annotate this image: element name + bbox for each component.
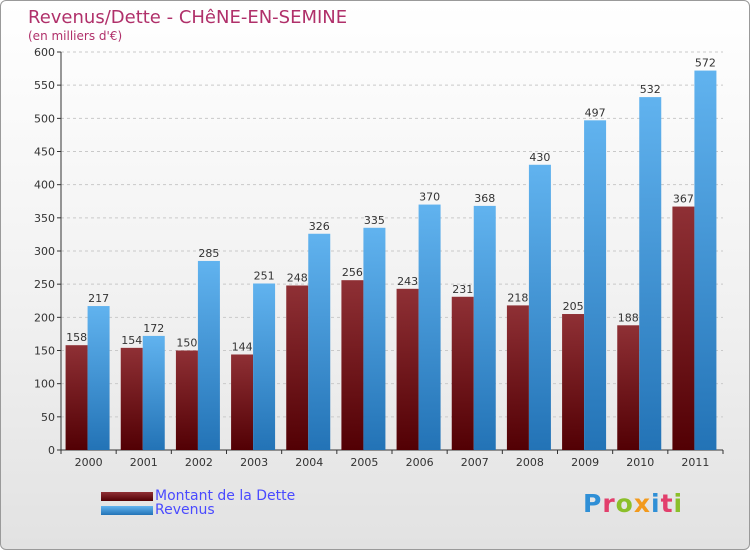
data-label: 367 <box>673 193 694 206</box>
x-tick-label: 2006 <box>406 456 434 469</box>
data-label: 243 <box>397 275 418 288</box>
x-tick-label: 2002 <box>185 456 213 469</box>
y-tick-label: 550 <box>34 79 55 92</box>
data-label: 497 <box>585 106 606 119</box>
y-tick-label: 100 <box>34 378 55 391</box>
data-label: 256 <box>342 266 363 279</box>
bar-debt <box>562 314 585 450</box>
x-tick-label: 2008 <box>516 456 544 469</box>
y-tick-label: 400 <box>34 179 55 192</box>
data-label: 231 <box>452 283 473 296</box>
y-tick-label: 350 <box>34 212 55 225</box>
data-label: 205 <box>563 300 584 313</box>
x-tick-label: 2010 <box>626 456 654 469</box>
data-label: 572 <box>695 57 716 70</box>
x-tick-label: 2005 <box>350 456 378 469</box>
bar-debt <box>617 325 640 450</box>
data-label: 335 <box>364 214 385 227</box>
bar-revenue <box>142 335 165 450</box>
legend-item-debt: Montant de la Dette <box>101 488 296 504</box>
bar-debt <box>231 354 254 450</box>
data-label: 368 <box>474 192 495 205</box>
bar-debt <box>65 345 88 450</box>
logo-letter: x <box>633 489 651 518</box>
bar-debt <box>286 285 309 450</box>
data-label: 172 <box>143 322 164 335</box>
x-tick-label: 2001 <box>130 456 158 469</box>
y-tick-label: 150 <box>34 345 55 358</box>
data-label: 217 <box>88 292 109 305</box>
legend-label-revenue: Revenus <box>155 502 215 518</box>
y-tick-label: 500 <box>34 112 55 125</box>
data-label: 326 <box>309 220 330 233</box>
logo-letter: P <box>583 489 603 518</box>
logo-letter: i <box>651 489 661 518</box>
bar-revenue <box>253 283 276 450</box>
data-label: 158 <box>66 331 87 344</box>
data-label: 370 <box>419 191 440 204</box>
y-tick-label: 450 <box>34 146 55 159</box>
logo-letter: i <box>673 489 684 518</box>
bar-revenue <box>87 306 110 450</box>
legend-swatch-debt <box>101 491 153 501</box>
data-label: 285 <box>198 247 219 260</box>
bar-revenue <box>528 164 551 450</box>
proxiti-logo: Proxiti <box>583 489 683 518</box>
bar-debt <box>341 280 364 450</box>
x-tick-label: 2004 <box>295 456 323 469</box>
bar-debt <box>672 206 695 450</box>
bar-debt <box>175 350 198 450</box>
y-tick-label: 0 <box>48 444 55 457</box>
data-label: 154 <box>121 334 142 347</box>
logo-letter: o <box>615 489 634 518</box>
bar-revenue <box>584 120 607 450</box>
data-label: 248 <box>287 271 308 284</box>
x-tick-label: 2009 <box>571 456 599 469</box>
data-label: 150 <box>176 337 197 350</box>
bar-debt <box>120 347 143 450</box>
y-tick-label: 200 <box>34 311 55 324</box>
y-tick-label: 250 <box>34 278 55 291</box>
bar-debt <box>451 296 474 450</box>
bar-revenue <box>308 233 331 450</box>
bar-revenue <box>363 227 386 450</box>
chart-subtitle: (en milliers d'€) <box>28 29 123 43</box>
x-tick-label: 2011 <box>681 456 709 469</box>
logo-letter: r <box>602 489 616 518</box>
bar-debt <box>396 288 419 450</box>
data-label: 532 <box>640 83 661 96</box>
bar-revenue <box>694 70 717 450</box>
data-label: 251 <box>254 270 275 283</box>
bar-revenue <box>473 205 496 450</box>
x-tick-label: 2003 <box>240 456 268 469</box>
bar-revenue <box>197 260 220 450</box>
logo-letter: t <box>660 489 674 518</box>
x-tick-label: 2007 <box>461 456 489 469</box>
bar-revenue <box>418 204 441 450</box>
data-label: 430 <box>529 151 550 164</box>
x-tick-label: 2000 <box>75 456 103 469</box>
legend-swatch-revenue <box>101 505 153 515</box>
y-tick-label: 300 <box>34 245 55 258</box>
bar-revenue <box>639 97 662 451</box>
data-label: 188 <box>618 311 639 324</box>
y-tick-label: 600 <box>34 46 55 59</box>
data-label: 218 <box>507 291 528 304</box>
bar-debt <box>506 305 529 450</box>
legend-label-debt: Montant de la Dette <box>155 488 296 504</box>
chart-title: Revenus/Dette - CHêNE-EN-SEMINE <box>28 7 348 28</box>
legend-item-revenue: Revenus <box>101 502 215 518</box>
y-tick-label: 50 <box>41 411 55 424</box>
data-label: 144 <box>232 340 253 353</box>
